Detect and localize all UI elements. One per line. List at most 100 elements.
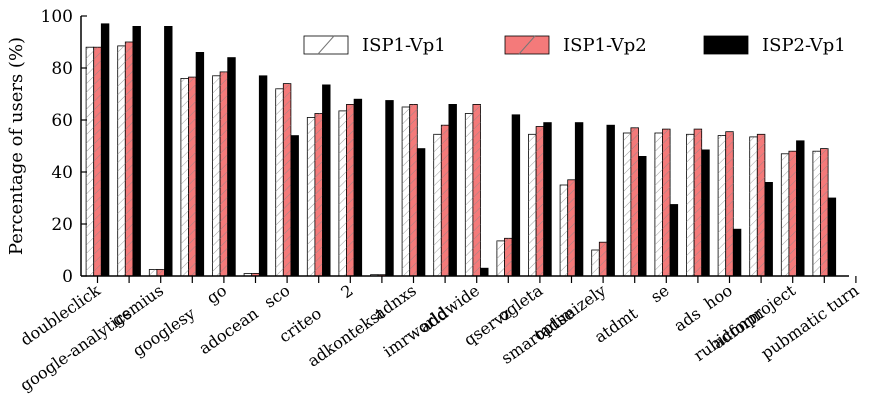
legend-label: ISP1-Vp2 [563,35,647,56]
bar-hatch [156,269,165,276]
bar-hatch [662,129,671,276]
bar [764,181,773,277]
bar [796,140,805,277]
bar-hatch [149,269,157,276]
bar [164,25,173,277]
bar-hatch [283,83,291,276]
bar-hatch [654,133,663,276]
bar-hatch [220,71,228,277]
bar-hatch [496,240,505,276]
bar-hatch [472,104,481,277]
bar [480,267,489,277]
bar [543,122,552,277]
legend: ISP1-Vp1 ISP1-Vp2 ISP2-Vp1 [303,35,846,56]
y-tick-label: 60 [51,111,73,131]
bar [827,197,837,277]
bar [669,204,679,277]
bar-hatch [630,127,639,276]
bar-hatch [757,134,765,276]
bar [353,98,363,277]
bar-hatch [409,104,418,277]
bar-hatch [307,117,315,277]
bar-hatch [567,179,576,276]
bar-hatch [749,136,758,276]
bar-hatch [180,78,189,277]
category-label: criteo [275,304,325,347]
bar [132,25,141,277]
category-label: ogleta [494,280,547,325]
y-ticks: 0 20 40 60 80 100 [41,7,87,287]
bar-hatch [338,110,347,277]
bar-hatch [212,75,221,276]
y-tick-label: 0 [62,267,73,287]
bar-hatch [86,47,94,277]
category-label: 2 [337,281,356,302]
bar-hatch [725,131,734,276]
y-tick-label: 20 [51,215,73,235]
category-label: atdmt [591,303,642,346]
category-label: se [647,281,672,307]
legend-hatch [317,35,335,55]
bar-hatch [694,129,702,276]
bar-hatch [251,273,260,276]
category-label: gemius [108,281,167,330]
y-axis-title: Percentage of users (%) [6,37,27,255]
bar-hatch [402,107,410,276]
bar [322,84,331,277]
bar [290,135,299,277]
bar-hatch [188,77,197,276]
category-label: sco [261,281,294,312]
bar-hatch [125,42,133,276]
bar-hatch [560,185,568,276]
y-tick-label: 40 [51,163,73,183]
bar [511,114,521,277]
legend-label: ISP1-Vp1 [362,35,446,56]
y-tick-label: 80 [51,59,73,79]
bar-hatch [244,273,252,276]
x-ticks [96,276,857,283]
bar-hatch [812,151,821,276]
category-label: adocean [195,304,261,358]
bar-hatch [591,250,600,276]
category-label: hoo [701,281,736,314]
category-label: adnxs [370,281,420,324]
bar-hatch [788,151,797,276]
legend-hatch [518,35,536,55]
bar [385,100,394,277]
bar [638,155,647,277]
bar-hatch [820,148,829,276]
bar-hatch [314,113,323,276]
category-label: ads [670,304,704,336]
bar [732,228,742,277]
bar-hatch [275,88,284,276]
bar [448,104,457,277]
bar-hatch [441,125,449,276]
bar-hatch [718,135,726,276]
legend-swatch [703,35,749,55]
bar-hatch [465,113,473,276]
bar [227,57,236,277]
bar-hatch [504,238,513,276]
bar-hatch [433,134,442,276]
bar [574,122,584,277]
bar-group [85,23,837,277]
bar [606,124,615,277]
bar-hatch [346,104,355,277]
bar [195,52,205,277]
bar-hatch [781,153,789,276]
category-label: turn [823,281,862,316]
category-labels: doubleclickgoogle-analyticsgemiusgoogles… [16,280,862,395]
bar [258,75,268,277]
bar-hatch [686,134,695,276]
category-label: go [203,281,230,308]
y-tick-label: 100 [41,7,73,27]
bar-hatch [599,242,607,276]
bar [416,148,426,277]
bar-hatch [117,45,126,277]
bar-hatch [536,126,544,276]
bar-hatch [623,133,631,276]
bar-hatch [528,134,537,276]
bar-hatch [93,47,102,277]
bar [701,149,710,277]
